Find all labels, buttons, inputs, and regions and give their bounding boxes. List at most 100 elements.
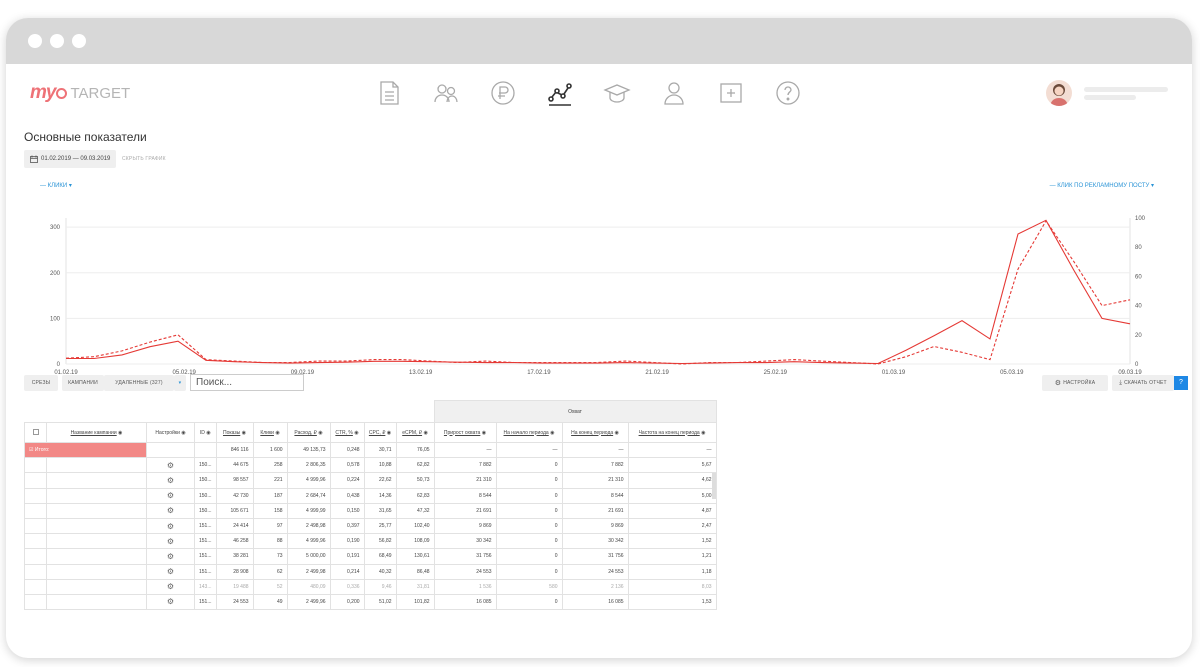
row-checkbox-cell[interactable] xyxy=(24,593,47,611)
x-axis-tick-label: 01.03.19 xyxy=(882,370,906,375)
gear-icon[interactable]: ⚙ xyxy=(166,551,175,561)
col-shows[interactable]: Показы ◉ xyxy=(215,422,254,443)
campaign-name-cell[interactable] xyxy=(46,472,147,489)
settings-button[interactable]: ⚙ НАСТРОЙКА xyxy=(1042,375,1108,391)
cell-freq-end: 8,03 xyxy=(627,578,717,595)
row-settings-cell[interactable]: ⚙ xyxy=(146,578,195,595)
col-reach-start[interactable]: На начало периода ◉ xyxy=(495,422,563,443)
row-settings-cell[interactable]: ⚙ xyxy=(146,593,195,611)
col-spend[interactable]: Расход, ₽ ◉ xyxy=(286,422,331,443)
table-row[interactable]: ⚙ 151... 24 414 97 2 498,98 0,397 25,77 102,40 9… xyxy=(24,517,717,535)
col-reach-growth[interactable]: Прирост охвата ◉ xyxy=(433,422,497,443)
campaigns-tab[interactable]: КАМПАНИИ xyxy=(62,375,104,391)
gear-icon[interactable]: ⚙ xyxy=(166,582,175,592)
col-freq-end[interactable]: Частота на конец периода ◉ xyxy=(627,422,717,443)
gear-icon[interactable]: ⚙ xyxy=(166,597,175,607)
campaign-name-cell[interactable] xyxy=(46,548,147,565)
cell-reach-end: 2 136 xyxy=(561,578,629,595)
campaign-name-cell[interactable] xyxy=(46,517,147,535)
row-checkbox-cell[interactable] xyxy=(24,517,47,535)
col-clicks[interactable]: Клики ◉ xyxy=(252,422,288,443)
cell-clicks: 221 xyxy=(252,472,288,489)
gear-icon[interactable]: ⚙ xyxy=(166,475,175,485)
campaign-name-cell[interactable] xyxy=(46,578,147,595)
left-series-selector[interactable]: — КЛИКИ ▾ xyxy=(40,183,72,189)
user-menu[interactable] xyxy=(1046,80,1168,106)
row-settings-cell[interactable]: ⚙ xyxy=(146,548,195,565)
date-range-button[interactable]: 01.02.2019 — 09.03.2019 xyxy=(24,150,117,168)
cell-reach-start: 0 xyxy=(495,548,563,565)
col-cpc[interactable]: CPC, ₽ ◉ xyxy=(363,422,397,443)
table-row[interactable]: ⚙ 150... 44 675 258 2 806,35 0,578 10,88 62,82 7… xyxy=(24,457,717,474)
ruble-icon[interactable] xyxy=(488,78,518,108)
table-row[interactable]: ⚙ 143... 19 488 52 480,09 0,336 9,46 31,81 1 536… xyxy=(24,578,717,595)
col-ctr[interactable]: CTR, % ◉ xyxy=(329,422,365,443)
row-checkbox-cell[interactable] xyxy=(24,563,47,580)
slices-button[interactable]: СРЕЗЫ xyxy=(24,375,58,391)
campaign-name-cell[interactable] xyxy=(46,563,147,580)
row-settings-cell[interactable]: ⚙ xyxy=(146,517,195,535)
table-row[interactable]: ⚙ 150... 42 730 187 2 684,74 0,438 14,36 62,83 8… xyxy=(24,487,717,504)
campaign-name-cell[interactable] xyxy=(46,457,147,474)
cell-spend: 4 999,96 xyxy=(286,472,331,489)
row-settings-cell[interactable]: ⚙ xyxy=(146,487,195,504)
col-ecpm[interactable]: eCPM, ₽ ◉ xyxy=(395,422,435,443)
col-id[interactable]: ID ◉ xyxy=(194,422,217,443)
row-checkbox-cell[interactable] xyxy=(24,578,47,595)
row-settings-cell[interactable]: ⚙ xyxy=(146,472,195,489)
table-scrollbar[interactable] xyxy=(712,473,716,499)
row-settings-cell[interactable]: ⚙ xyxy=(146,563,195,580)
col-reach-end[interactable]: На конец периода ◉ xyxy=(561,422,629,443)
row-checkbox-cell[interactable] xyxy=(24,502,47,519)
document-icon[interactable] xyxy=(374,78,404,108)
audience-icon[interactable] xyxy=(431,78,461,108)
col-name[interactable]: Название кампании ◉ xyxy=(46,422,147,443)
total-label[interactable]: ☑ Итого: xyxy=(24,441,147,459)
table-row[interactable]: ⚙ 151... 46 258 88 4 999,96 0,190 56,82 108,09 3… xyxy=(24,533,717,550)
row-settings-cell[interactable]: ⚙ xyxy=(146,502,195,519)
statistics-icon[interactable] xyxy=(545,78,575,108)
campaign-name-cell[interactable] xyxy=(46,487,147,504)
cell-ctr: 0,578 xyxy=(329,457,365,474)
campaign-name-cell[interactable] xyxy=(46,593,147,611)
hide-chart-link[interactable]: СКРЫТЬ ГРАФИК xyxy=(122,156,166,162)
table-row[interactable]: ⚙ 151... 38 281 73 5 000,00 0,191 68,49 130,61 3… xyxy=(24,548,717,565)
row-checkbox-cell[interactable] xyxy=(24,533,47,550)
help-icon[interactable] xyxy=(773,78,803,108)
mytarget-logo[interactable]: my TARGET xyxy=(30,82,130,104)
search-input[interactable]: Поиск... xyxy=(190,374,304,391)
add-icon[interactable] xyxy=(716,78,746,108)
table-row[interactable]: ⚙ 151... 24 553 49 2 499,96 0,200 51,02 101,82 1… xyxy=(24,593,717,611)
gear-icon[interactable]: ⚙ xyxy=(166,491,175,501)
row-checkbox-cell[interactable] xyxy=(24,548,47,565)
profile-icon[interactable] xyxy=(659,78,689,108)
row-settings-cell[interactable]: ⚙ xyxy=(146,457,195,474)
gear-icon[interactable]: ⚙ xyxy=(166,567,175,577)
row-checkbox-cell[interactable] xyxy=(24,457,47,474)
campaign-name-cell[interactable] xyxy=(46,502,147,519)
table-row[interactable]: ⚙ 150... 105 671 158 4 999,99 0,150 31,65 47,32… xyxy=(24,502,717,519)
help-badge[interactable]: ? xyxy=(1174,376,1188,390)
gear-icon[interactable]: ⚙ xyxy=(166,521,175,531)
table-row[interactable]: ⚙ 150... 98 557 221 4 999,96 0,224 22,62 50,73 2… xyxy=(24,472,717,489)
avatar[interactable] xyxy=(1046,80,1072,106)
gear-icon[interactable]: ⚙ xyxy=(166,460,175,470)
table-row[interactable]: ⚙ 151... 28 908 62 2 499,98 0,214 40,32 86,48 24… xyxy=(24,563,717,580)
right-series-selector[interactable]: — КЛИК ПО РЕКЛАМНОМУ ПОСТУ ▾ xyxy=(1049,183,1154,189)
gear-icon[interactable]: ⚙ xyxy=(166,506,175,516)
gear-icon[interactable]: ⚙ xyxy=(166,536,175,546)
campaign-name-cell[interactable] xyxy=(46,533,147,550)
row-checkbox-cell[interactable] xyxy=(24,487,47,504)
x-axis-tick-label: 09.03.19 xyxy=(1118,370,1142,375)
col-settings[interactable]: Настройки ◉ xyxy=(146,422,195,443)
download-report-button[interactable]: ⤓ СКАЧАТЬ ОТЧЕТ xyxy=(1112,375,1174,391)
chevron-down-icon[interactable]: ▾ xyxy=(174,375,186,391)
series-line-left xyxy=(66,219,1131,365)
cell-reach-growth: 1 536 xyxy=(433,578,497,595)
cell-ecpm: 102,40 xyxy=(395,517,435,535)
select-all-checkbox[interactable] xyxy=(24,422,47,443)
row-checkbox-cell[interactable] xyxy=(24,472,47,489)
deleted-tab[interactable]: УДАЛЕННЫЕ (327) xyxy=(104,375,174,391)
row-settings-cell[interactable]: ⚙ xyxy=(146,533,195,550)
education-icon[interactable] xyxy=(602,78,632,108)
